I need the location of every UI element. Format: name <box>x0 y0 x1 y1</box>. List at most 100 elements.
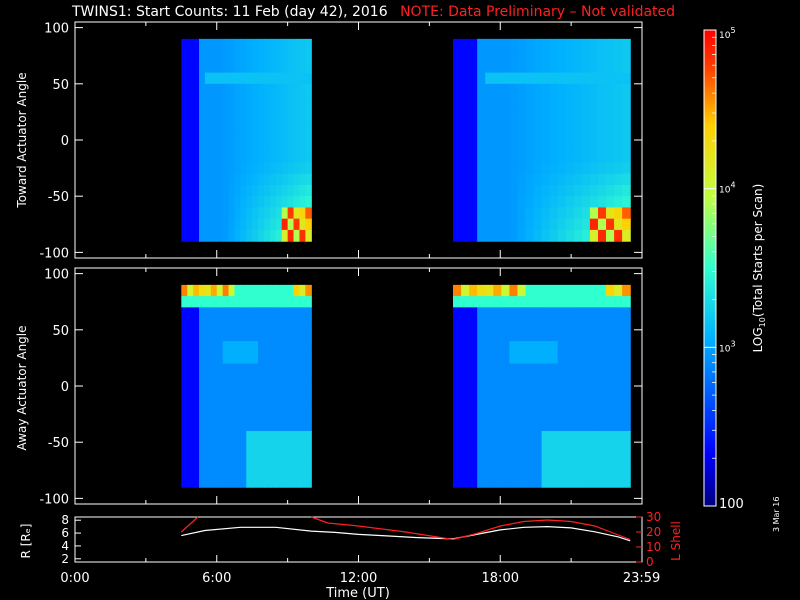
heatmap-cell <box>573 61 583 74</box>
heatmap-cell <box>606 140 615 152</box>
heatmap-cell <box>501 329 510 342</box>
heatmap-cell <box>210 151 218 164</box>
heatmap-cell <box>299 95 306 107</box>
heatmap-cell <box>258 151 265 164</box>
heatmap-cell <box>269 318 277 331</box>
heatmap-cell <box>533 38 543 51</box>
heatmap-cell <box>565 329 575 342</box>
heatmap-cell <box>614 374 623 387</box>
heatmap-cell <box>216 419 224 432</box>
generation-date: 3 Mar 16 <box>772 496 781 532</box>
heatmap-cell <box>477 408 486 421</box>
heatmap-cell <box>453 50 462 62</box>
heatmap-cell <box>299 83 306 96</box>
heatmap-cell <box>493 352 502 365</box>
heatmap-cell <box>573 442 583 455</box>
heatmap-cell <box>216 464 224 477</box>
heatmap-cell <box>287 408 295 421</box>
heatmap-cell <box>453 61 462 74</box>
heatmap-cell <box>597 397 607 410</box>
heatmap-cell <box>187 307 194 320</box>
heatmap-cell <box>181 207 188 220</box>
heatmap-cell <box>461 95 470 107</box>
heatmap-cell <box>509 307 519 320</box>
orbit-lines <box>180 516 631 542</box>
heatmap-cell <box>258 374 265 387</box>
heatmap-cell <box>461 363 470 376</box>
heatmap-cell <box>228 72 236 85</box>
heatmap-cell <box>210 430 218 443</box>
heatmap-cell <box>199 61 206 74</box>
heatmap-cell <box>252 442 259 455</box>
heatmap-cell <box>493 184 502 197</box>
heatmap-cell <box>597 61 607 74</box>
heatmap-cell <box>589 397 599 410</box>
heatmap-cell <box>606 196 615 209</box>
heatmap-cell <box>187 184 194 197</box>
heatmap-cell <box>305 140 312 152</box>
heatmap-cell <box>614 173 623 186</box>
heatmap-cell <box>210 352 218 365</box>
heatmap-cell <box>246 106 253 119</box>
heatmap-cell <box>565 284 575 297</box>
heatmap-cell <box>573 453 583 466</box>
ytick-label: 0 <box>646 555 654 569</box>
heatmap-cell <box>541 196 551 209</box>
heatmap-cell <box>305 296 312 308</box>
heatmap-cell <box>565 184 575 197</box>
heatmap-cell <box>275 207 283 220</box>
heatmap-cell <box>509 72 519 85</box>
heatmap-cell <box>299 419 306 432</box>
heatmap-cell <box>252 374 259 387</box>
heatmap-cell <box>589 296 599 308</box>
heatmap-cell <box>469 419 478 432</box>
heatmap-cell <box>533 106 543 119</box>
heatmap-cell <box>549 374 559 387</box>
heatmap-cell <box>622 229 631 242</box>
heatmap-cell <box>299 475 306 488</box>
heatmap-cell <box>549 318 559 331</box>
heatmap-cell <box>193 475 200 488</box>
heatmap-cell <box>541 464 551 477</box>
heatmap-cell <box>549 218 559 231</box>
heatmap-cell <box>501 442 510 455</box>
heatmap-cell <box>228 95 236 107</box>
heatmap-cell <box>485 196 494 209</box>
heatmap-cell <box>252 140 259 152</box>
heatmap-cell <box>565 95 575 107</box>
heatmap-cell <box>501 352 510 365</box>
heatmap-cell <box>258 173 265 186</box>
heatmap-cell <box>246 419 253 432</box>
heatmap-cell <box>240 117 247 130</box>
heatmap-cell <box>287 140 295 152</box>
heatmap-cell <box>305 419 312 432</box>
heatmap-cell <box>573 363 583 376</box>
heatmap-cell <box>597 386 607 398</box>
heatmap-cell <box>461 128 470 141</box>
heatmap-cell <box>240 207 247 220</box>
heatmap-cell <box>477 363 486 376</box>
heatmap-cell <box>614 61 623 74</box>
heatmap-cell <box>210 140 218 152</box>
colorbar-tick-label: 104 <box>719 181 736 196</box>
heatmap-cell <box>187 419 194 432</box>
heatmap-cell <box>622 329 631 342</box>
heatmap-cell <box>258 95 265 107</box>
heatmap-cell <box>299 464 306 477</box>
heatmap-cell <box>501 38 510 51</box>
heatmap-cell <box>565 196 575 209</box>
heatmap-cell <box>287 284 295 297</box>
heatmap-cell <box>222 117 230 130</box>
heatmap-cell <box>606 173 615 186</box>
heatmap-cell <box>589 374 599 387</box>
heatmap-cell <box>622 61 631 74</box>
heatmap-cell <box>275 419 283 432</box>
heatmap-cell <box>222 128 230 141</box>
heatmap-cell <box>216 341 224 353</box>
heatmap-cell <box>573 151 583 164</box>
heatmap-cell <box>222 408 230 421</box>
heatmap-cell <box>533 140 543 152</box>
heatmap-cell <box>517 229 527 242</box>
heatmap-cell <box>204 341 212 353</box>
